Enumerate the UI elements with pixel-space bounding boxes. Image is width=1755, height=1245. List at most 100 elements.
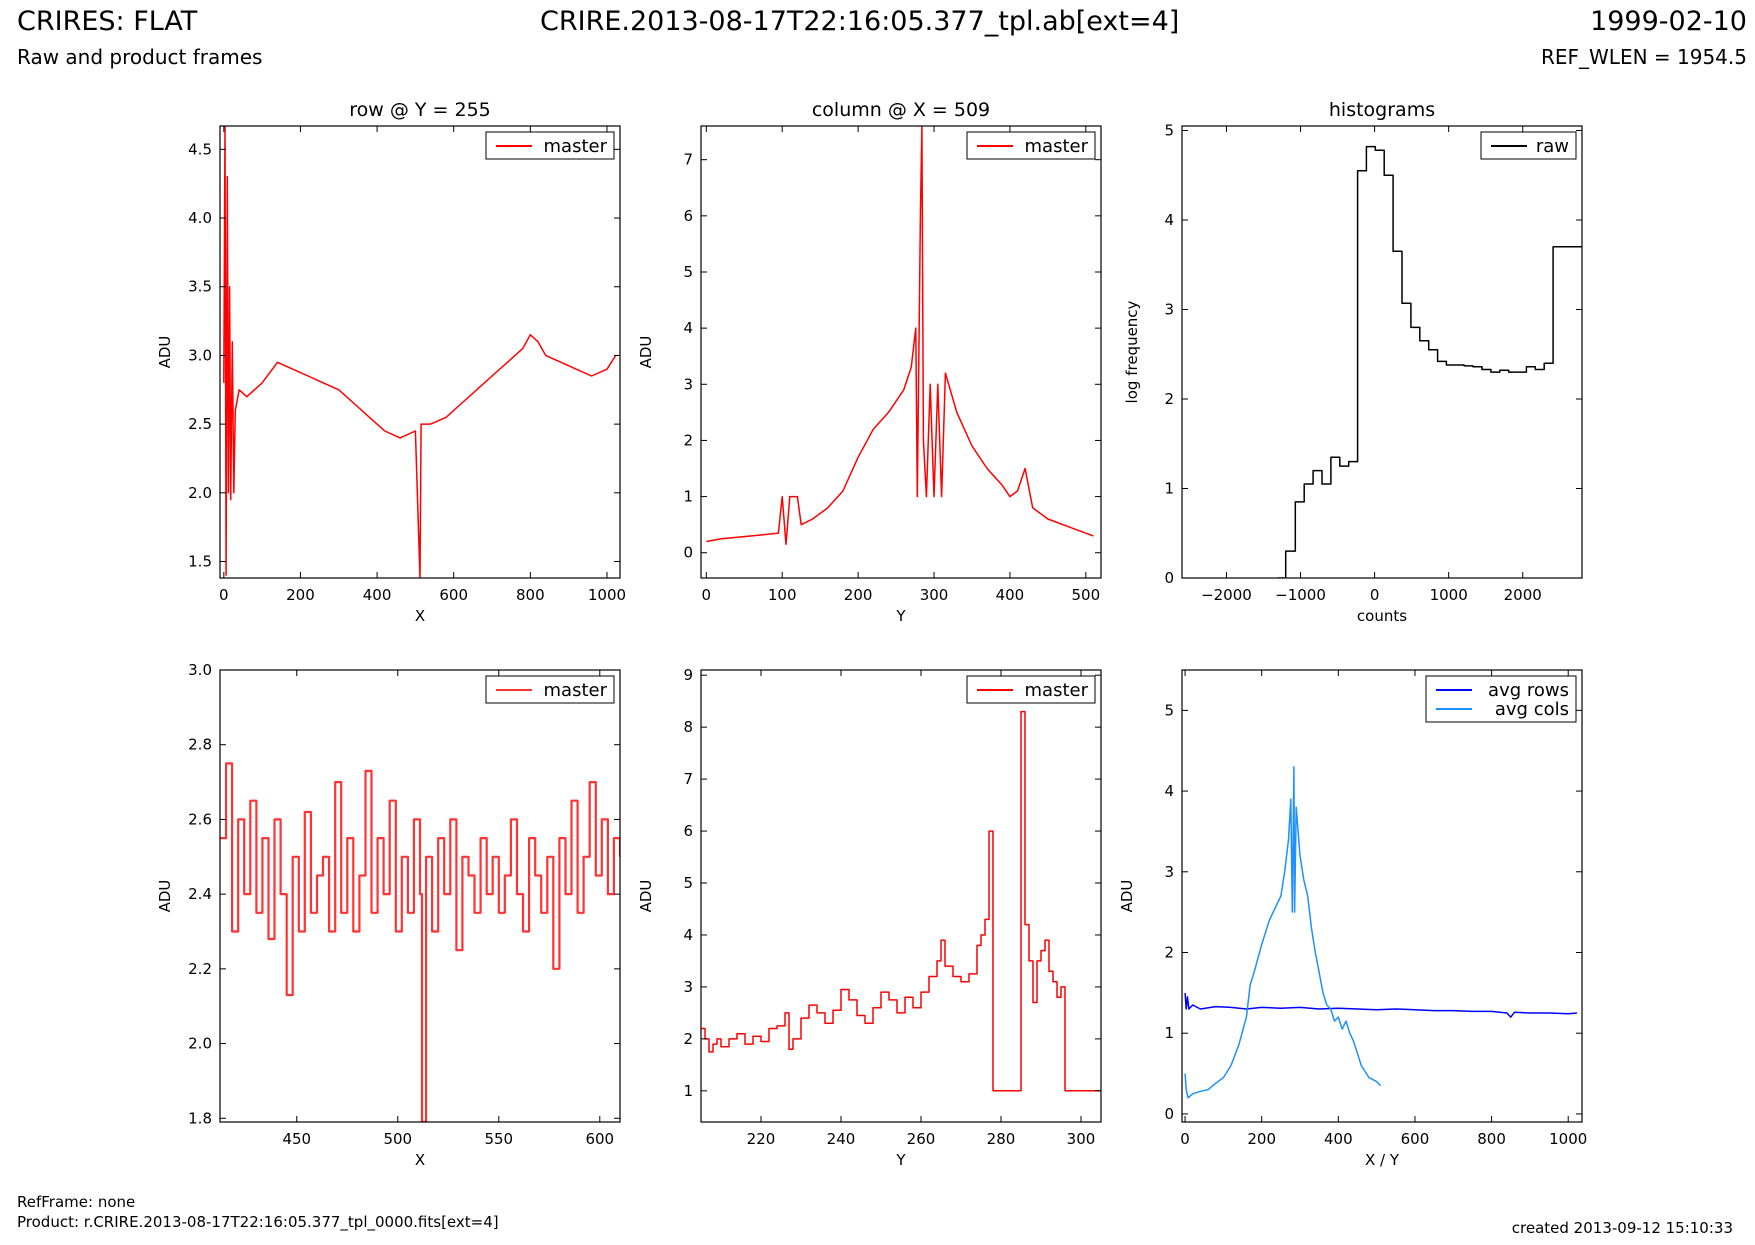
legend-box (1425, 675, 1577, 723)
x-tick-label: 500 (383, 1130, 412, 1148)
y-axis-label: ADU (156, 336, 174, 369)
legend: raw (1480, 131, 1577, 160)
y-tick-label: 1 (1164, 1024, 1174, 1042)
series-avg-rows (1184, 992, 1578, 1018)
x-tick-label: 100 (768, 586, 797, 604)
legend-label: master (1025, 680, 1089, 701)
x-axis-label: Y (895, 607, 906, 625)
y-tick-label: 6 (683, 207, 693, 225)
x-tick-label: 200 (1247, 1130, 1276, 1148)
y-tick-label: 3 (683, 375, 693, 393)
y-tick-label: 4 (683, 926, 693, 944)
y-tick-label: 3.0 (188, 346, 212, 364)
x-tick-label: 450 (282, 1130, 311, 1148)
x-tick-label: 1000 (1430, 586, 1468, 604)
chart-title: column @ X = 509 (812, 99, 990, 121)
x-tick-label: 600 (585, 1130, 614, 1148)
chart-col-full: 0 100 200 300 400 500 0 1 2 3 4 5 6 7 column @ X = 509… (637, 99, 1102, 625)
x-tick-label: 800 (516, 586, 545, 604)
x-tick-label: 600 (439, 586, 468, 604)
x-tick-label: 500 (1071, 586, 1100, 604)
series-raw (1278, 145, 1582, 578)
y-tick-label: 2.4 (188, 885, 212, 903)
legend: master (485, 675, 615, 704)
filename-label: CRIRE.2013-08-17T22:16:05.377_tpl.ab[ext… (540, 6, 1180, 37)
x-tick-label: 1000 (1549, 1130, 1587, 1148)
x-tick-label: 280 (987, 1130, 1016, 1148)
y-tick-label: 4 (1164, 211, 1174, 229)
y-axis-label: log frequency (1123, 300, 1141, 403)
x-axis-label: counts (1357, 607, 1407, 625)
created-label: created 2013-09-12 15:10:33 (1511, 1219, 1733, 1237)
x-tick-label: −2000 (1201, 586, 1252, 604)
legend-label: master (1025, 136, 1089, 157)
y-tick-label: 2 (1164, 944, 1174, 962)
series-master (220, 762, 620, 1122)
figure-title: CRIRES: FLAT (17, 6, 198, 37)
y-tick-label: 2.2 (188, 960, 212, 978)
series-avg-cols (1184, 766, 1382, 1099)
series-master (706, 126, 1094, 546)
y-axis-label: ADU (1118, 880, 1136, 913)
y-tick-label: 2.0 (188, 1035, 212, 1053)
plot-frame (1181, 669, 1583, 1123)
legend: master (485, 131, 615, 160)
y-tick-label: 2.8 (188, 736, 212, 754)
x-tick-label: 0 (702, 586, 712, 604)
y-tick-label: 2 (1164, 390, 1174, 408)
refframe-label: RefFrame: none (17, 1193, 136, 1211)
y-tick-label: 5 (683, 874, 693, 892)
chart-col-zoom: 220 240 260 280 300 1 2 3 4 5 6 7 8 9 Y ADU master (637, 666, 1102, 1169)
chart-averages: 0 200 400 600 800 1000 0 1 2 3 4 5 X / Y ADU avg rowsa… (1118, 669, 1587, 1169)
ref-wlen-label: REF_WLEN = 1954.5 (1540, 45, 1747, 69)
x-tick-label: 400 (1324, 1130, 1353, 1148)
legend-label: avg cols (1495, 699, 1569, 720)
y-tick-label: 2.5 (188, 415, 212, 433)
x-axis-label: X (415, 1151, 425, 1169)
y-tick-label: 2 (683, 431, 693, 449)
y-tick-label: 9 (683, 666, 693, 684)
chart-title: row @ Y = 255 (349, 99, 491, 121)
y-axis-label: ADU (637, 336, 655, 369)
y-tick-label: 2 (683, 1030, 693, 1048)
y-tick-label: 7 (683, 770, 693, 788)
y-tick-label: 1 (683, 488, 693, 506)
y-tick-label: 3 (683, 978, 693, 996)
x-tick-label: 220 (747, 1130, 776, 1148)
y-tick-label: 1 (683, 1082, 693, 1100)
y-tick-label: 4.5 (188, 140, 212, 158)
plot-frame (1181, 125, 1583, 579)
x-tick-label: 1000 (588, 586, 626, 604)
x-axis-label: Y (895, 1151, 906, 1169)
plot-frame (219, 125, 621, 579)
x-tick-label: 0 (219, 586, 229, 604)
y-tick-label: 0 (683, 544, 693, 562)
y-tick-label: 4.0 (188, 209, 212, 227)
y-tick-label: 3 (1164, 863, 1174, 881)
x-axis-label: X / Y (1365, 1151, 1400, 1169)
legend-label: avg rows (1488, 680, 1569, 701)
y-tick-label: 3.0 (188, 661, 212, 679)
chart-row-full: 0 200 400 600 800 1000 1.5 2.0 2.5 3.0 3.5 4.0 4.5 ro… (156, 99, 626, 625)
x-tick-label: 2000 (1504, 586, 1542, 604)
x-tick-label: 200 (286, 586, 315, 604)
x-tick-label: 400 (996, 586, 1025, 604)
y-tick-label: 0 (1164, 569, 1174, 587)
chart-histograms: −2000 −1000 0 1000 2000 0 1 2 3 4 5 histograms count… (1123, 99, 1583, 625)
x-tick-label: 600 (1401, 1130, 1430, 1148)
x-axis-label: X (415, 607, 425, 625)
x-tick-label: 260 (907, 1130, 936, 1148)
y-tick-label: 4 (683, 319, 693, 337)
series-master (223, 126, 617, 578)
y-axis-label: ADU (637, 880, 655, 913)
y-tick-label: 5 (1164, 701, 1174, 719)
plot-frame (700, 669, 1102, 1123)
legend-label: master (544, 136, 608, 157)
y-tick-label: 1 (1164, 479, 1174, 497)
x-tick-label: 400 (363, 586, 392, 604)
date-label: 1999-02-10 (1590, 6, 1747, 37)
y-tick-label: 6 (683, 822, 693, 840)
x-tick-label: 0 (1180, 1130, 1190, 1148)
